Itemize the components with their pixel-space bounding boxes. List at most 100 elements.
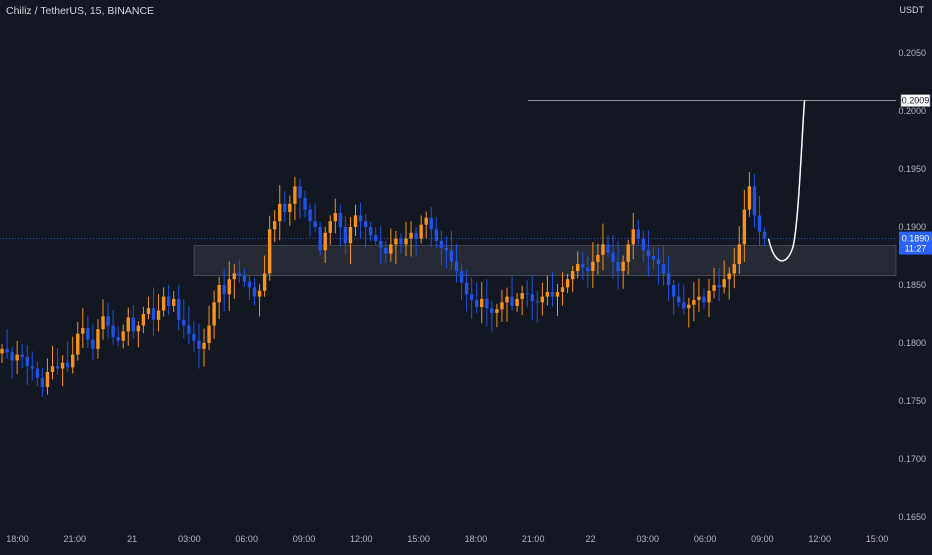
candle-down xyxy=(308,209,312,222)
candle-down xyxy=(611,252,615,262)
candle-down xyxy=(338,213,343,227)
candle-up xyxy=(727,273,731,280)
time-tick-label: 21 xyxy=(127,534,137,544)
candle-down xyxy=(475,300,479,308)
candle-down xyxy=(702,296,706,303)
candle-up xyxy=(520,293,524,299)
candle-up xyxy=(480,298,484,308)
candle-down xyxy=(358,215,363,222)
candle-down xyxy=(449,250,454,262)
time-tick-label: 12:00 xyxy=(350,534,373,544)
candle-up xyxy=(202,343,206,349)
candle-up xyxy=(293,186,297,204)
candle-down xyxy=(666,273,671,285)
candle-down xyxy=(454,261,459,272)
candle-down xyxy=(242,275,247,282)
candle-up xyxy=(141,314,146,326)
candle-up xyxy=(545,291,550,297)
candle-up xyxy=(505,296,509,303)
time-tick-label: 09:00 xyxy=(293,534,316,544)
candle-up xyxy=(565,279,570,288)
candle-up xyxy=(50,366,55,372)
candle-down xyxy=(25,356,29,367)
candle-down xyxy=(303,198,307,210)
candle-up xyxy=(394,238,398,245)
candle-down xyxy=(86,327,90,340)
candle-down xyxy=(363,221,368,227)
price-tick-label: 0.2000 xyxy=(898,106,926,116)
candle-up xyxy=(161,296,166,311)
candle-down xyxy=(762,231,767,239)
candle-down xyxy=(661,264,666,274)
time-tick-label: 22 xyxy=(585,534,595,544)
candle-down xyxy=(439,240,444,248)
candle-up xyxy=(267,229,272,274)
candle-up xyxy=(101,316,105,330)
candle-up xyxy=(121,331,125,341)
candle-down xyxy=(5,348,9,353)
candle-up xyxy=(409,232,413,239)
candle-up xyxy=(156,310,161,320)
candle-up xyxy=(227,279,231,295)
candle-down xyxy=(757,215,762,232)
candle-down xyxy=(116,337,120,341)
candle-down xyxy=(318,227,322,251)
candle-up xyxy=(540,296,545,303)
candle-down xyxy=(651,256,656,260)
candle-down xyxy=(530,294,534,302)
candle-down xyxy=(252,287,257,297)
candle-up xyxy=(732,264,736,274)
candle-down xyxy=(222,285,226,295)
candle-down xyxy=(30,366,34,369)
countdown-label: 11:27 xyxy=(905,244,927,254)
candle-up xyxy=(60,362,65,369)
candle-down xyxy=(40,377,45,388)
target-price-box xyxy=(900,94,931,107)
time-tick-label: 03:00 xyxy=(637,534,660,544)
candle-up xyxy=(515,298,519,306)
candle-down xyxy=(106,316,110,326)
candle-down xyxy=(586,267,590,272)
time-tick-label: 06:00 xyxy=(694,534,717,544)
candle-up xyxy=(76,333,80,355)
candle-down xyxy=(485,298,489,309)
candle-down xyxy=(343,227,348,244)
candle-down xyxy=(20,354,24,357)
candle-down xyxy=(464,282,469,295)
candle-up xyxy=(737,244,741,265)
candle-down xyxy=(434,229,438,241)
candle-down xyxy=(490,308,494,313)
candle-down xyxy=(717,285,721,288)
candle-up xyxy=(273,221,277,230)
candle-up xyxy=(424,217,428,225)
candle-down xyxy=(65,362,70,368)
candle-down xyxy=(429,217,433,230)
candle-down xyxy=(459,271,464,283)
price-tick-label: 0.1800 xyxy=(898,338,926,348)
candle-down xyxy=(283,203,287,212)
price-tick-label: 0.1950 xyxy=(898,164,926,174)
chart-title: Chiliz / TetherUS, 15, BINANCE xyxy=(6,5,155,17)
candle-down xyxy=(298,186,302,198)
candle-up xyxy=(45,372,50,388)
time-tick-label: 18:00 xyxy=(6,534,29,544)
candle-down xyxy=(671,285,676,297)
candle-up xyxy=(0,348,4,354)
candle-up xyxy=(232,273,236,280)
candle-up xyxy=(742,209,747,245)
candle-up xyxy=(495,309,499,313)
candle-up xyxy=(389,244,393,254)
candle-down xyxy=(550,291,555,297)
candle-down xyxy=(641,238,646,251)
candle-down xyxy=(368,227,373,236)
candle-up xyxy=(136,325,141,332)
candle-up xyxy=(621,261,625,272)
candle-up xyxy=(601,244,605,255)
candle-down xyxy=(131,317,135,332)
candle-down xyxy=(111,325,115,338)
candle-up xyxy=(576,264,580,272)
time-tick-label: 12:00 xyxy=(808,534,831,544)
candle-up xyxy=(722,279,726,288)
